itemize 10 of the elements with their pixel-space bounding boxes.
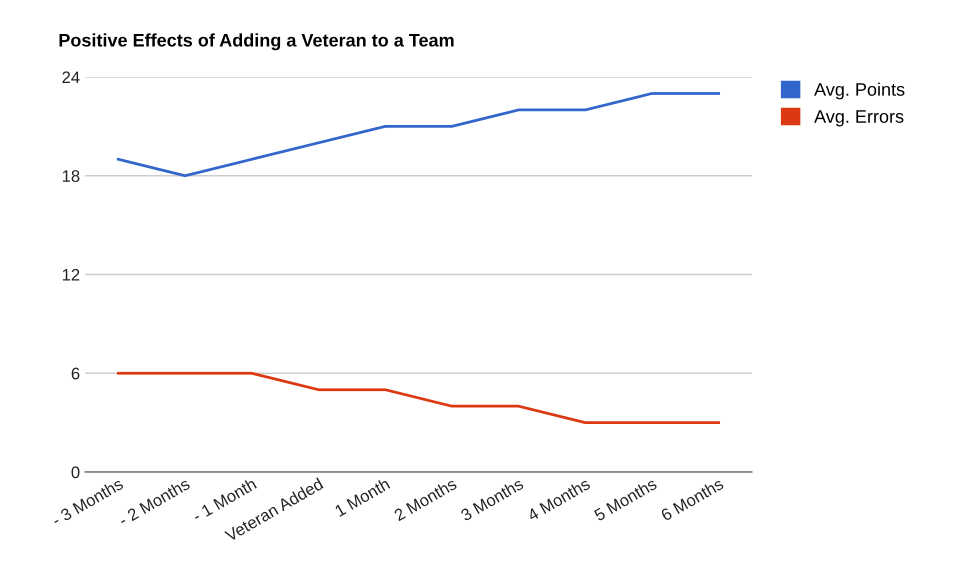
y-tick-label: 18 xyxy=(62,170,80,182)
chart-title: Positive Effects of Adding a Veteran to a Team xyxy=(60,33,454,50)
legend-label: Avg. Errors xyxy=(814,110,904,126)
legend-label: Avg. Points xyxy=(814,82,904,100)
y-tick-label: 24 xyxy=(62,71,80,84)
y-tick-label: 0 xyxy=(72,466,80,478)
y-tick-label: 12 xyxy=(62,268,80,281)
line-series xyxy=(116,372,720,424)
line-series xyxy=(116,92,720,178)
y-tick-label: 6 xyxy=(72,368,80,380)
